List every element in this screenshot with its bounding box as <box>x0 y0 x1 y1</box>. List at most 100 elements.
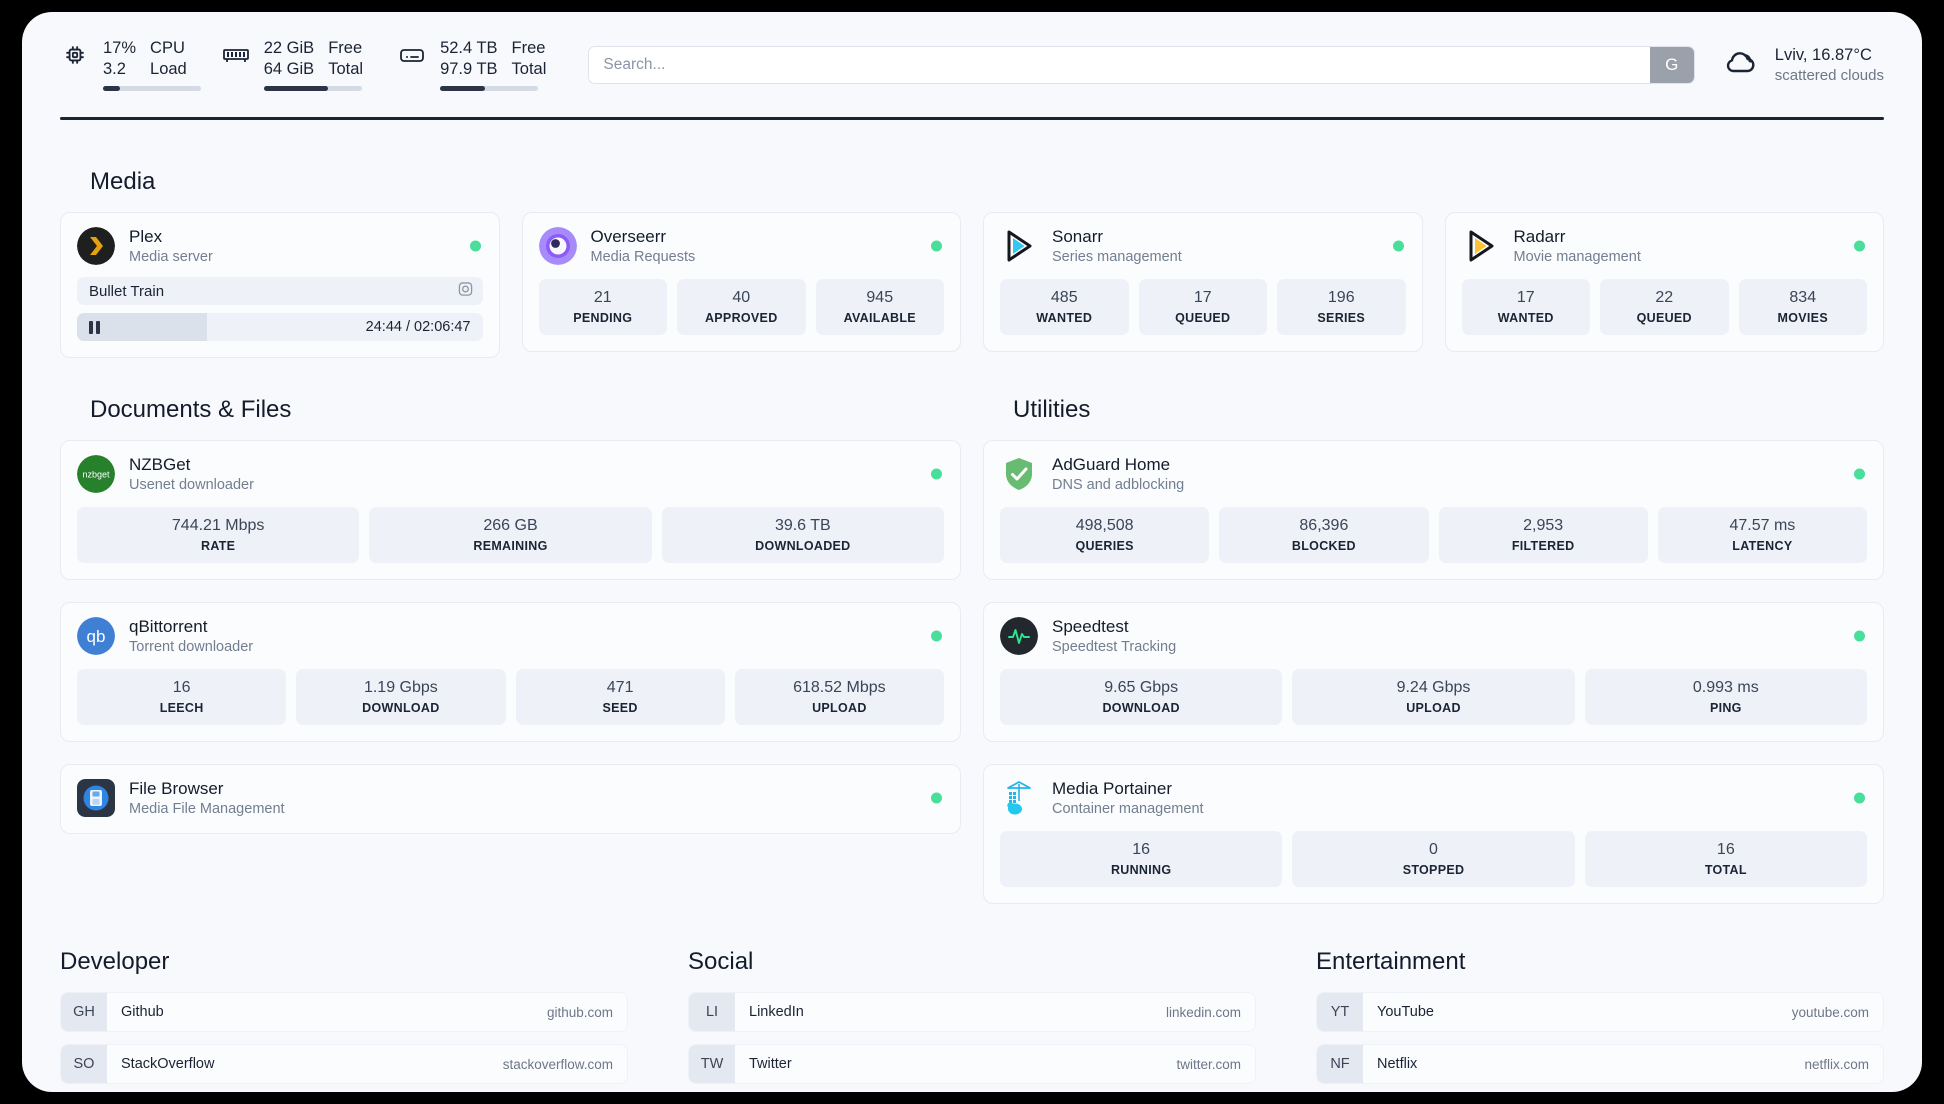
stat-label: BLOCKED <box>1291 539 1356 553</box>
service-card-adguard[interactable]: AdGuard Home DNS and adblocking 498,508 … <box>983 440 1884 580</box>
stat-value: 16 <box>1132 841 1151 858</box>
search-input[interactable] <box>589 46 1650 83</box>
plex-progress-bar[interactable]: 24:44 / 02:06:47 <box>77 313 483 341</box>
nzbget-status-dot <box>931 468 942 480</box>
cpu-value-secondary: 3.2 <box>103 60 126 78</box>
speedtest-subtitle: Speedtest Tracking <box>1052 639 1177 655</box>
qbittorrent-icon: qb <box>77 617 115 655</box>
service-card-speedtest[interactable]: Speedtest Speedtest Tracking 9.65 Gbps D… <box>983 602 1884 742</box>
ram-usage-fill <box>263 86 329 91</box>
header-divider <box>60 117 1884 120</box>
radarr-stats: 17 WANTED 22 QUEUED 834 MOVIES <box>1461 279 1867 335</box>
qbittorrent-status-dot <box>931 630 942 642</box>
bookmark-item[interactable]: GH Github github.com <box>60 992 628 1032</box>
stat-label: RUNNING <box>1110 863 1172 877</box>
stat-label: DOWNLOAD <box>1102 701 1180 715</box>
bookmark-item[interactable]: LI LinkedIn linkedin.com <box>688 992 1256 1032</box>
bookmark-item[interactable]: TW Twitter twitter.com <box>688 1044 1256 1084</box>
weather-condition: scattered clouds <box>1774 66 1884 84</box>
bookmark-abbr: LI <box>689 993 735 1031</box>
disk-icon <box>397 38 427 72</box>
service-card-filebrowser[interactable]: File Browser Media File Management <box>60 764 961 834</box>
portainer-icon <box>1000 779 1038 817</box>
stat-item: 2,953 FILTERED <box>1438 507 1648 563</box>
stat-value: 0.993 ms <box>1692 679 1759 696</box>
portainer-name: Media Portainer <box>1052 779 1173 798</box>
stat-value: 196 <box>1327 289 1355 306</box>
stat-value: 834 <box>1789 289 1817 306</box>
bookmark-url: youtube.com <box>1791 1004 1869 1020</box>
stat-item: 471 SEED <box>515 669 725 725</box>
stat-label: DOWNLOAD <box>362 701 440 715</box>
weather-location-temp: Lviv, 16.87°C <box>1774 45 1872 64</box>
service-card-nzbget[interactable]: nzbget NZBGet Usenet downloader 744.21 M… <box>60 440 961 580</box>
stat-value: 16 <box>1716 841 1735 858</box>
bookmark-item[interactable]: NF Netflix netflix.com <box>1316 1044 1884 1084</box>
speedtest-stats: 9.65 Gbps DOWNLOAD 9.24 Gbps UPLOAD 0.99… <box>1000 669 1867 725</box>
service-card-radarr[interactable]: Radarr Movie management 17 WANTED 22 QUE… <box>1444 212 1884 352</box>
sonarr-status-dot <box>1392 240 1404 252</box>
cast-icon[interactable] <box>458 282 473 301</box>
overseerr-icon <box>538 227 577 265</box>
adguard-name: AdGuard Home <box>1052 455 1171 474</box>
search-submit-button[interactable]: G <box>1649 46 1694 83</box>
bookmark-abbr: TW <box>689 1045 735 1083</box>
stat-label: APPROVED <box>704 311 778 325</box>
service-card-sonarr[interactable]: Sonarr Series management 485 WANTED 17 Q… <box>983 212 1423 352</box>
plex-now-playing-title: Bullet Train <box>89 282 165 300</box>
bookmark-url: linkedin.com <box>1165 1004 1241 1020</box>
adguard-status-dot <box>1854 468 1865 480</box>
cpu-usage-fill <box>103 86 120 91</box>
sonarr-icon <box>1000 227 1038 265</box>
ram-label-secondary: Total <box>328 60 364 78</box>
stat-label: LEECH <box>159 701 204 715</box>
overseerr-stats: 21 PENDING 40 APPROVED 945 AVAILABLE <box>538 279 944 335</box>
resource-cpu: 17% 3.2 CPU Load <box>60 38 201 91</box>
qbittorrent-name: qBittorrent <box>129 617 208 636</box>
bookmark-name: YouTube <box>1377 1004 1434 1020</box>
bookmark-name: StackOverflow <box>121 1056 215 1072</box>
ram-usage-bar <box>263 86 362 91</box>
bookmark-abbr: GH <box>61 993 107 1031</box>
media-cards-row: Plex Media server Bullet Train <box>60 212 1884 358</box>
stat-item: 9.24 Gbps UPLOAD <box>1292 669 1575 725</box>
pause-icon[interactable] <box>89 320 100 334</box>
stat-item: 40 APPROVED <box>677 279 806 335</box>
portainer-subtitle: Container management <box>1052 801 1204 817</box>
resource-memory: 22 GiB 64 GiB Free Total <box>221 38 363 91</box>
service-card-qbittorrent[interactable]: qb qBittorrent Torrent downloader 16 LEE… <box>60 602 961 742</box>
stat-item: 498,508 QUERIES <box>1000 507 1210 563</box>
cloud-icon <box>1721 47 1761 82</box>
stat-label: REMAINING <box>473 539 548 553</box>
service-card-plex[interactable]: Plex Media server Bullet Train <box>60 212 500 358</box>
search-box[interactable]: G <box>588 45 1695 84</box>
stat-item: 485 WANTED <box>1000 279 1129 335</box>
disk-label-primary: Free <box>511 39 546 57</box>
service-card-portainer[interactable]: Media Portainer Container management 16 … <box>983 764 1884 904</box>
plex-subtitle: Media server <box>129 249 213 265</box>
radarr-name: Radarr <box>1513 227 1566 246</box>
stat-label: PING <box>1709 701 1742 715</box>
sonarr-stats: 485 WANTED 17 QUEUED 196 SERIES <box>1000 279 1406 335</box>
bookmarks-section: Developer GH Github github.com SO StackO… <box>60 948 1884 1092</box>
bookmark-item[interactable]: SO StackOverflow stackoverflow.com <box>60 1044 628 1084</box>
speedtest-status-dot <box>1854 630 1865 642</box>
stat-item: 834 MOVIES <box>1738 279 1867 335</box>
stat-value: 0 <box>1429 841 1438 858</box>
overseerr-subtitle: Media Requests <box>590 249 696 265</box>
nzbget-icon: nzbget <box>77 455 115 493</box>
cpu-label-primary: CPU <box>150 39 185 57</box>
stat-value: 2,953 <box>1523 517 1564 534</box>
stat-value: 21 <box>593 289 612 306</box>
service-card-overseerr[interactable]: Overseerr Media Requests 21 PENDING 40 A… <box>521 212 961 352</box>
stat-item: 266 GB REMAINING <box>369 507 652 563</box>
bookmark-item[interactable]: YT YouTube youtube.com <box>1316 992 1884 1032</box>
stat-label: QUEUED <box>1636 311 1692 325</box>
bookmark-group-title: Social <box>688 948 754 975</box>
bookmark-url: github.com <box>546 1004 613 1020</box>
documents-column: nzbget NZBGet Usenet downloader 744.21 M… <box>60 440 961 834</box>
portainer-stats: 16 RUNNING 0 STOPPED 16 TOTAL <box>1000 831 1867 887</box>
stat-item: 945 AVAILABLE <box>815 279 944 335</box>
stat-item: 39.6 TB DOWNLOADED <box>661 507 944 563</box>
stat-label: SEED <box>602 701 638 715</box>
